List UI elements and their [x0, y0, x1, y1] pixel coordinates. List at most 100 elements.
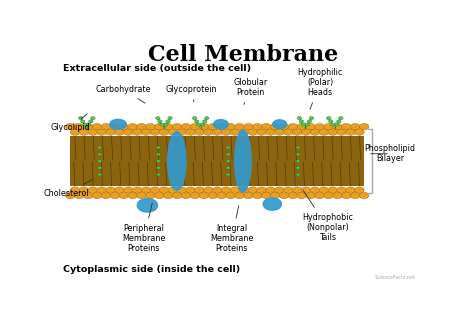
Circle shape [74, 123, 84, 130]
Circle shape [301, 129, 311, 135]
Circle shape [301, 123, 306, 126]
Circle shape [274, 187, 284, 193]
Circle shape [227, 160, 230, 162]
Circle shape [195, 187, 204, 193]
Circle shape [106, 187, 115, 193]
Circle shape [296, 146, 300, 149]
Circle shape [119, 123, 128, 130]
Circle shape [202, 120, 207, 123]
Circle shape [346, 129, 356, 135]
Circle shape [296, 160, 300, 162]
Circle shape [217, 192, 227, 199]
Text: Extracellular side (outside the cell): Extracellular side (outside the cell) [63, 64, 251, 73]
Circle shape [221, 187, 231, 193]
Text: Hydrophobic
(Nonpolar)
Tails: Hydrophobic (Nonpolar) Tails [302, 190, 353, 242]
Circle shape [156, 146, 160, 149]
Circle shape [150, 129, 160, 135]
Circle shape [359, 123, 369, 130]
Text: Carbohydrate: Carbohydrate [96, 85, 151, 103]
Circle shape [244, 192, 253, 199]
Circle shape [335, 123, 339, 126]
Circle shape [195, 129, 204, 135]
Circle shape [106, 129, 115, 135]
Circle shape [217, 123, 227, 130]
Circle shape [160, 123, 164, 126]
Circle shape [194, 120, 199, 123]
Circle shape [70, 187, 80, 193]
Circle shape [301, 187, 311, 193]
Circle shape [82, 123, 87, 126]
Circle shape [173, 192, 182, 199]
Circle shape [192, 117, 197, 120]
Circle shape [124, 129, 133, 135]
Text: Glycolipid: Glycolipid [50, 114, 90, 132]
Circle shape [81, 120, 85, 123]
Text: Phospholipid
Bilayer: Phospholipid Bilayer [365, 144, 415, 163]
Circle shape [337, 120, 341, 123]
Circle shape [164, 123, 168, 126]
Bar [70, 137, 364, 186]
Circle shape [110, 192, 119, 199]
Circle shape [248, 187, 257, 193]
Circle shape [190, 192, 200, 199]
Circle shape [333, 123, 342, 130]
Circle shape [164, 192, 173, 199]
Circle shape [288, 123, 298, 130]
Circle shape [115, 187, 124, 193]
Ellipse shape [110, 119, 126, 129]
Circle shape [337, 187, 346, 193]
Circle shape [292, 187, 302, 193]
Circle shape [310, 129, 320, 135]
Circle shape [327, 117, 331, 120]
Circle shape [239, 187, 249, 193]
Circle shape [257, 129, 266, 135]
Circle shape [310, 187, 320, 193]
Circle shape [196, 123, 201, 126]
Circle shape [324, 192, 333, 199]
Circle shape [186, 129, 195, 135]
Circle shape [159, 187, 169, 193]
Circle shape [208, 123, 218, 130]
Circle shape [274, 129, 284, 135]
Circle shape [299, 120, 303, 123]
Circle shape [137, 123, 146, 130]
Circle shape [79, 129, 89, 135]
Circle shape [83, 192, 93, 199]
Text: Peripheral
Membrane
Proteins: Peripheral Membrane Proteins [122, 203, 165, 253]
Circle shape [146, 192, 155, 199]
Circle shape [350, 192, 360, 199]
Text: Cytoplasmic side (inside the cell): Cytoplasmic side (inside the cell) [63, 265, 240, 274]
Circle shape [333, 192, 342, 199]
Circle shape [98, 153, 101, 156]
Circle shape [128, 123, 137, 130]
Circle shape [307, 120, 311, 123]
Circle shape [70, 129, 80, 135]
Circle shape [79, 187, 89, 193]
Circle shape [230, 187, 240, 193]
Circle shape [156, 174, 160, 176]
Circle shape [319, 129, 328, 135]
Circle shape [227, 146, 230, 149]
Circle shape [350, 123, 360, 130]
Circle shape [309, 117, 314, 120]
Circle shape [155, 123, 164, 130]
Circle shape [239, 129, 249, 135]
Circle shape [328, 120, 333, 123]
Circle shape [203, 187, 213, 193]
Text: ScienceFacts.net: ScienceFacts.net [375, 275, 416, 280]
Circle shape [201, 123, 205, 126]
Circle shape [306, 192, 316, 199]
Circle shape [101, 123, 110, 130]
Circle shape [319, 187, 328, 193]
Ellipse shape [168, 132, 186, 190]
Circle shape [124, 187, 133, 193]
Circle shape [230, 129, 240, 135]
Text: Integral
Membrane
Proteins: Integral Membrane Proteins [210, 205, 254, 253]
Circle shape [98, 146, 101, 149]
Circle shape [315, 192, 324, 199]
Circle shape [74, 192, 84, 199]
Ellipse shape [137, 198, 157, 212]
Text: Cholesterol: Cholesterol [43, 180, 93, 197]
Circle shape [132, 129, 142, 135]
Circle shape [208, 192, 218, 199]
